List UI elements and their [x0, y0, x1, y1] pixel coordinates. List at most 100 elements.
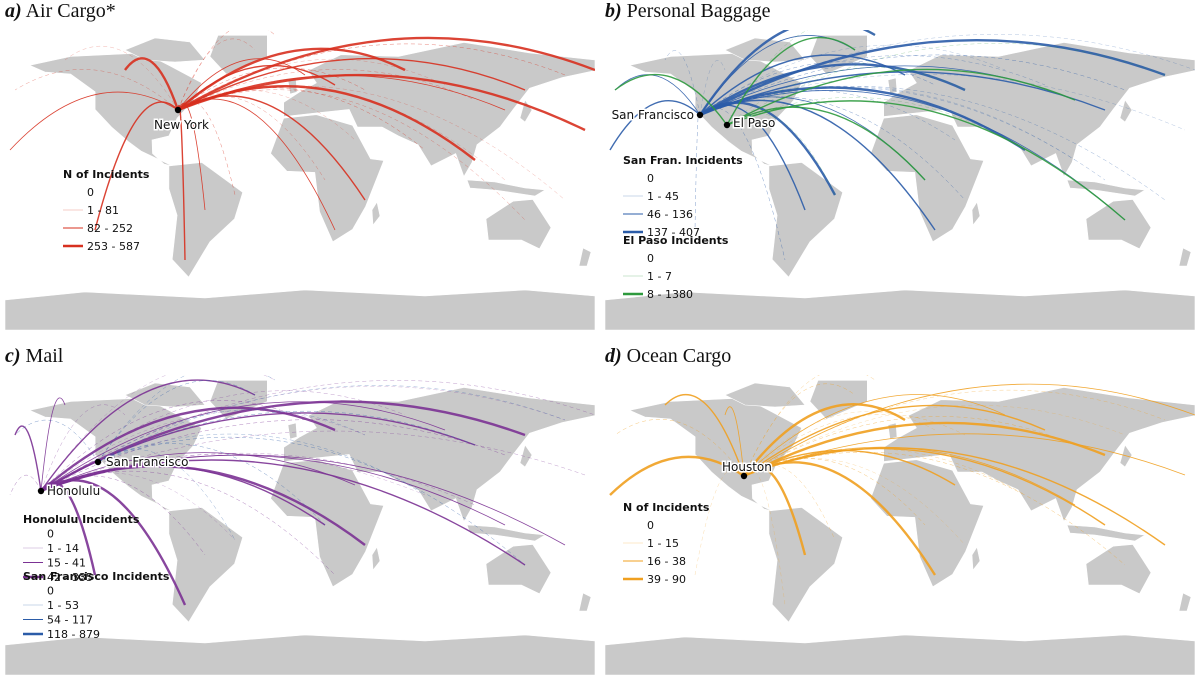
flow-line [177, 57, 526, 111]
hub-label: Houston [722, 460, 772, 474]
flow-line [743, 375, 876, 477]
flow-line [40, 470, 336, 576]
hub-point [740, 472, 748, 480]
panel-title: c) Mail [5, 345, 63, 368]
flow-line [124, 57, 180, 111]
flow-line [40, 380, 595, 492]
panel-label: d) [605, 345, 622, 367]
flow-line [40, 452, 356, 492]
legend-title: N of Incidents [623, 501, 710, 514]
legend-item: 253 - 587 [87, 240, 140, 253]
flow-line [14, 419, 99, 463]
flow-line [726, 97, 1026, 151]
flow-line [177, 30, 276, 111]
flow-line [40, 400, 526, 493]
legend-item: 1 - 14 [47, 542, 79, 555]
flow-line [40, 390, 406, 492]
hub-point [723, 121, 731, 129]
flow-line [726, 43, 1166, 126]
panel-title-text: Personal Baggage [626, 0, 771, 22]
flow-line [743, 405, 1126, 477]
legend-item: 82 - 252 [87, 222, 133, 235]
hub-label: New York [154, 118, 209, 132]
flow-line [97, 380, 256, 463]
flow-line [699, 34, 1195, 116]
flow-line [726, 100, 1126, 221]
flow-line [614, 74, 701, 116]
flow-line [699, 30, 876, 116]
flow-line [726, 113, 836, 196]
hub-label: Honolulu [47, 484, 100, 498]
legend-item: 54 - 117 [47, 614, 93, 627]
panel-label: c) [5, 345, 21, 367]
flow-line [699, 87, 1106, 181]
panel-title-text: Mail [25, 345, 64, 367]
flow-line [724, 406, 745, 477]
panel: b) Personal Baggage San Francisco San Fran… [605, 0, 1197, 334]
legend-item: 0 [87, 186, 94, 199]
hub-point [696, 111, 704, 119]
flow-line [743, 404, 1046, 477]
flow-line [97, 436, 526, 566]
flow-line [743, 447, 1166, 546]
panel-title: d) Ocean Cargo [605, 345, 731, 368]
legend-title: Honolulu Incidents [23, 513, 140, 526]
flow-line [699, 54, 1126, 116]
flow-line [97, 433, 426, 496]
flow-line [699, 60, 726, 116]
flow-line [699, 86, 1026, 152]
flow-line [743, 433, 1186, 477]
hub-label: San Francisco [612, 108, 694, 122]
flow-line [743, 394, 1006, 477]
flow-line [743, 461, 937, 576]
flow-line [40, 401, 446, 492]
legend-item: 8 - 1380 [647, 288, 693, 301]
hub-label: El Paso [733, 116, 775, 130]
flow-line [694, 109, 701, 231]
flow-line [177, 38, 256, 111]
flow-line [694, 468, 745, 576]
legend-item: 137 - 407 [647, 226, 700, 239]
panel-title: a) Air Cargo* [5, 0, 116, 23]
legend-item: 0 [647, 519, 654, 532]
legend-item: 1 - 45 [647, 190, 679, 203]
legend-item: 1 - 15 [647, 537, 679, 550]
flow-line [699, 74, 1186, 131]
flow-line [97, 375, 276, 463]
flow-line [40, 379, 256, 492]
legend-item: 1 - 7 [647, 270, 672, 283]
legend-item: 0 [47, 585, 54, 598]
flow-line [177, 69, 476, 111]
flow-line [743, 416, 1076, 477]
flow-line [177, 58, 306, 111]
flow-line [726, 106, 926, 181]
panel: d) Ocean Cargo Houston N of Incidents 0 1 - … [605, 345, 1197, 679]
flow-line [94, 101, 179, 231]
panel-title-text: Ocean Cargo [626, 345, 732, 367]
flow-line [664, 394, 745, 477]
legend-item: 0 [647, 172, 654, 185]
map: San Francisco San Fran. Incidents 0 1 - 45 4… [605, 30, 1195, 330]
panel: c) Mail Honolulu Honolulu Incidents 0 1 - 14… [5, 345, 597, 679]
flow-line [177, 103, 206, 211]
flow-line [14, 425, 42, 492]
flow-line [614, 419, 745, 477]
flow-line [40, 410, 366, 492]
flow-line [609, 455, 745, 496]
legend-item: 1 - 81 [87, 204, 119, 217]
legend-title: San Francisco Incidents [23, 570, 170, 583]
legend-item: 15 - 41 [47, 557, 86, 570]
panel-label: b) [605, 0, 622, 22]
legend-item: 0 [47, 528, 54, 541]
flow-line [177, 85, 566, 201]
flow-line [699, 107, 786, 261]
legend-item: 39 - 90 [647, 573, 686, 586]
flow-line [177, 67, 366, 111]
panel-label: a) [5, 0, 22, 22]
flow-line [9, 91, 179, 151]
flow-line [609, 100, 701, 151]
flow-line [97, 411, 476, 463]
flow-line [40, 465, 366, 546]
legend-title: El Paso Incidents [623, 234, 729, 247]
